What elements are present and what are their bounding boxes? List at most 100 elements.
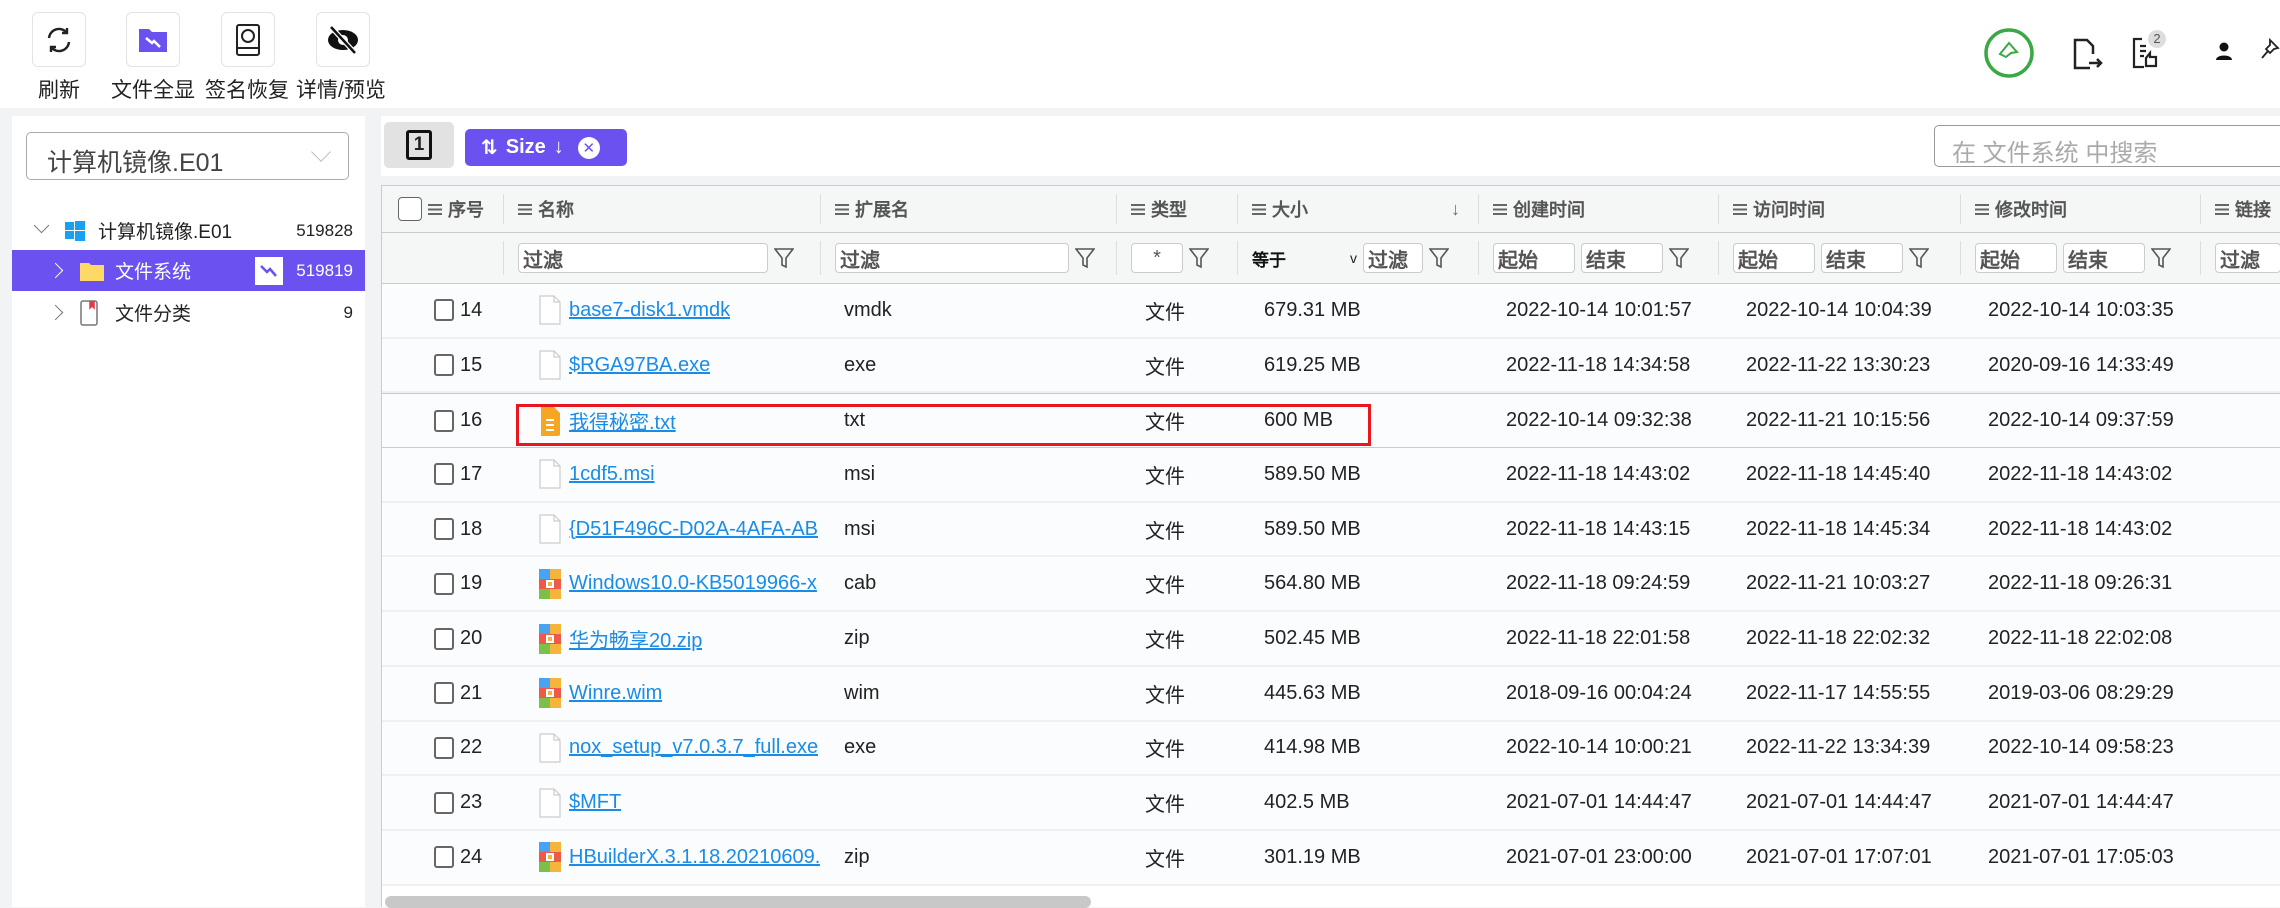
filter-icon[interactable] <box>1189 247 1209 269</box>
header-link[interactable]: 链接 <box>2235 200 2271 220</box>
file-name-link[interactable]: HBuilderX.3.1.18.20210609. <box>569 845 820 868</box>
table-row[interactable]: 21 Winre.wim wim 文件 445.63 MB 2018-09-16… <box>382 666 2280 722</box>
file-name-link[interactable]: $RGA97BA.exe <box>569 353 711 376</box>
filter-icon[interactable] <box>1669 247 1689 269</box>
search-input[interactable]: 在 文件系统 中搜索 <box>1934 125 2280 167</box>
eye-off-icon <box>328 24 358 55</box>
filter-input[interactable]: 过滤 <box>835 243 1069 273</box>
signature-recovery-button[interactable] <box>221 12 275 67</box>
filter-icon[interactable] <box>1429 247 1449 269</box>
table-row[interactable]: 24 HBuilderX.3.1.18.20210609. zip 文件 301… <box>382 831 2280 886</box>
table-row[interactable]: 22 nox_setup_v7.0.3.7_full.exe exe 文件 41… <box>382 721 2280 777</box>
user-button[interactable] <box>2215 42 2233 65</box>
table-row[interactable]: 20 华为畅享20.zip zip 文件 502.45 MB 2022-11-1… <box>382 612 2280 667</box>
filter-input[interactable]: 结束 <box>1821 243 1903 273</box>
filter-icon[interactable] <box>1909 247 1929 269</box>
header-size[interactable]: 大小 <box>1272 200 1308 220</box>
filter-icon[interactable] <box>1075 247 1095 269</box>
export-button[interactable] <box>2072 38 2104 75</box>
file-name-link[interactable]: base7-disk1.vmdk <box>569 298 731 321</box>
pin-button[interactable] <box>2260 37 2280 67</box>
file-name-link[interactable]: 我得秘密.txt <box>569 412 676 435</box>
created-time: 2021-07-01 14:44:47 <box>1506 791 1692 814</box>
table-row[interactable]: 14 base7-disk1.vmdk vmdk 文件 679.31 MB 20… <box>382 284 2280 339</box>
created-time: 2022-10-14 09:32:38 <box>1506 409 1692 432</box>
evidence-dropdown[interactable]: 计算机镜像.E01 <box>26 132 349 180</box>
column-menu-icon[interactable] <box>428 203 442 215</box>
row-checkbox[interactable] <box>434 463 454 486</box>
row-number: 22 <box>460 736 483 759</box>
row-checkbox[interactable] <box>434 409 454 432</box>
tree-item-image[interactable]: 计算机镜像.E01 519828 <box>12 210 365 251</box>
tasks-button[interactable]: 2 <box>2132 30 2166 75</box>
table-row[interactable]: 18 {D51F496C-D02A-4AFA-AB msi 文件 589.50 … <box>382 502 2280 558</box>
header-atime[interactable]: 访问时间 <box>1753 200 1825 220</box>
show-all-files-button[interactable] <box>126 12 180 67</box>
row-checkbox[interactable] <box>434 354 454 377</box>
page-tab[interactable]: 1 <box>384 122 454 168</box>
filter-input[interactable]: 结束 <box>1581 243 1663 273</box>
filter-input[interactable]: 起始 <box>1493 243 1575 273</box>
sort-desc-icon[interactable]: ↓ <box>1451 198 1460 219</box>
tree-item-filesystem[interactable]: 文件系统 519819 <box>12 250 365 291</box>
column-menu-icon[interactable] <box>1493 203 1507 215</box>
column-menu-icon[interactable] <box>1975 203 1989 215</box>
row-checkbox[interactable] <box>434 682 454 705</box>
modified-time: 2021-07-01 17:05:03 <box>1988 845 2174 868</box>
row-checkbox[interactable] <box>434 791 454 814</box>
close-icon[interactable]: ✕ <box>577 136 600 159</box>
horizontal-scrollbar[interactable] <box>385 896 1091 908</box>
file-ext: txt <box>844 409 866 432</box>
file-name-link[interactable]: 1cdf5.msi <box>569 462 655 485</box>
column-menu-icon[interactable] <box>835 203 849 215</box>
file-name-link[interactable]: $MFT <box>569 791 622 814</box>
row-checkbox[interactable] <box>434 518 454 541</box>
column-menu-icon[interactable] <box>2215 203 2229 215</box>
filter-input[interactable]: 起始 <box>1733 243 1815 273</box>
tree-item-category[interactable]: 文件分类 9 <box>12 292 365 333</box>
header-mtime[interactable]: 修改时间 <box>1995 200 2067 220</box>
header-name[interactable]: 名称 <box>538 200 574 220</box>
row-checkbox[interactable] <box>434 299 454 322</box>
table-row[interactable]: 23 $MFT 文件 402.5 MB 2021-07-01 14:44:47 … <box>382 776 2280 831</box>
row-checkbox[interactable] <box>434 846 454 869</box>
file-name-link[interactable]: Windows10.0-KB5019966-x <box>569 572 817 595</box>
row-checkbox[interactable] <box>434 627 454 650</box>
bell-button[interactable] <box>1983 27 2035 84</box>
row-checkbox[interactable] <box>434 572 454 595</box>
details-preview-button[interactable] <box>316 12 370 67</box>
refresh-button[interactable] <box>32 12 86 67</box>
header-ctime[interactable]: 创建时间 <box>1513 200 1585 220</box>
column-menu-icon[interactable] <box>1733 203 1747 215</box>
filter-icon[interactable] <box>774 247 794 269</box>
header-ext[interactable]: 扩展名 <box>855 200 909 220</box>
file-name-link[interactable]: nox_setup_v7.0.3.7_full.exe <box>569 736 819 759</box>
header-seq[interactable]: 序号 <box>448 200 484 220</box>
file-name-link[interactable]: {D51F496C-D02A-4AFA-AB <box>569 517 819 540</box>
row-checkbox[interactable] <box>434 736 454 759</box>
filter-input[interactable]: 结束 <box>2063 243 2145 273</box>
table-row[interactable]: 15 $RGA97BA.exe exe 文件 619.25 MB 2022-11… <box>382 338 2280 394</box>
select-all-checkbox[interactable] <box>398 197 422 221</box>
filter-input[interactable]: 过滤 <box>2215 243 2280 273</box>
column-menu-icon[interactable] <box>1131 203 1145 215</box>
chevron-down-icon[interactable]: v <box>1350 250 1357 266</box>
filter-icon[interactable] <box>2151 247 2171 269</box>
column-menu-icon[interactable] <box>518 203 532 215</box>
column-menu-icon[interactable] <box>1252 203 1266 215</box>
table-row[interactable]: 16 我得秘密.txt txt 文件 600 MB 2022-10-14 09:… <box>382 393 2280 449</box>
created-time: 2022-10-14 10:01:57 <box>1506 298 1692 321</box>
file-name-link[interactable]: Winre.wim <box>569 681 663 704</box>
size-operator-select[interactable]: 等于 <box>1252 250 1286 270</box>
sort-chip[interactable]: ⇅ Size ↓ ✕ <box>465 129 627 166</box>
filter-input[interactable]: 过滤 <box>518 243 768 273</box>
filter-input[interactable]: 起始 <box>1975 243 2057 273</box>
table-row[interactable]: 17 1cdf5.msi msi 文件 589.50 MB 2022-11-18… <box>382 448 2280 503</box>
table-row[interactable]: 19 Windows10.0-KB5019966-x cab 文件 564.80… <box>382 557 2280 613</box>
bell-icon <box>1984 28 2034 78</box>
header-type[interactable]: 类型 <box>1151 200 1187 220</box>
tab-bar: 1 ⇅ Size ↓ ✕ 在 文件系统 中搜索 <box>381 116 2280 176</box>
type-filter-input[interactable]: * <box>1131 243 1183 273</box>
file-name-link[interactable]: 华为畅享20.zip <box>569 630 703 653</box>
filter-input[interactable]: 过滤 <box>1363 243 1423 273</box>
